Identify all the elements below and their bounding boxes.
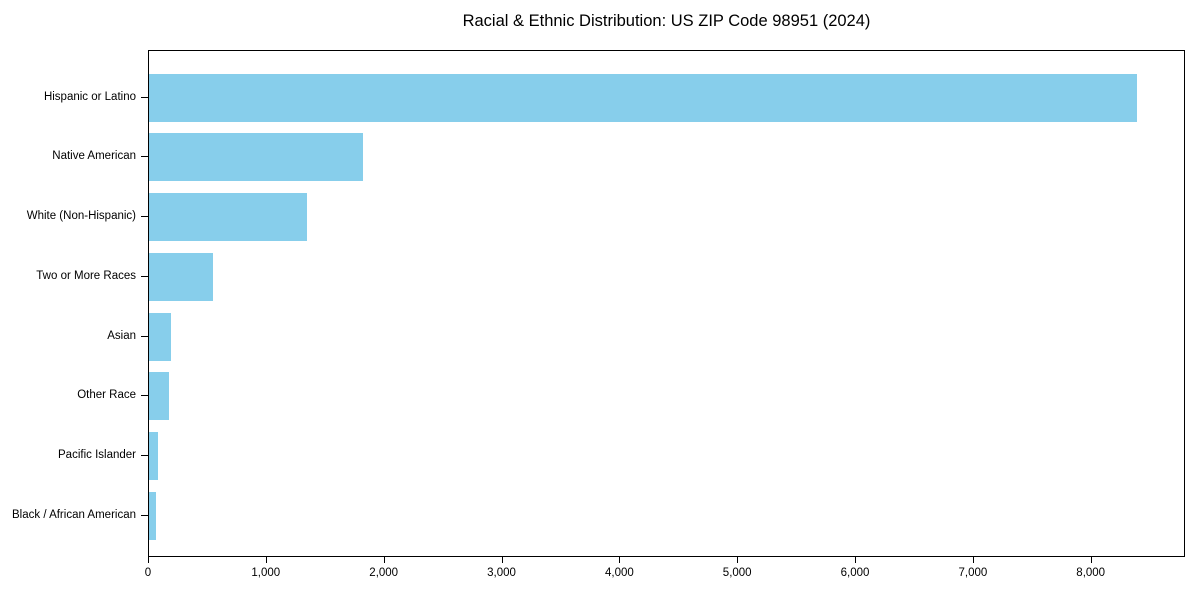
x-tick-label: 7,000	[958, 567, 988, 579]
y-axis-label: Native American	[52, 150, 136, 163]
y-tick-mark	[141, 156, 148, 158]
x-tick-label: 2,000	[369, 567, 399, 579]
x-tick-label: 4,000	[605, 567, 634, 579]
y-axis-label: White (Non-Hispanic)	[26, 210, 136, 222]
y-tick-mark	[141, 455, 148, 456]
y-tick-mark	[141, 395, 148, 397]
x-tick-label: 5,000	[722, 567, 752, 579]
x-tick-mark	[1090, 557, 1092, 563]
y-axis-label: Two or More Races	[36, 269, 136, 282]
x-tick-mark	[619, 557, 621, 563]
x-tick-label: 0	[144, 567, 152, 579]
x-tick-mark	[265, 557, 267, 563]
y-axis-label: Pacific Islander	[58, 449, 136, 461]
bar	[149, 312, 172, 361]
y-tick-mark	[141, 275, 148, 277]
x-tick-mark	[383, 557, 385, 563]
x-tick-mark	[148, 557, 149, 563]
x-tick-mark	[737, 557, 739, 563]
bar	[149, 73, 1137, 122]
bar	[149, 193, 307, 241]
y-axis-label: Asian	[107, 329, 136, 342]
y-axis-label: Black / African American	[12, 508, 136, 521]
y-axis-label: Hispanic or Latino	[43, 90, 136, 103]
y-axis-label: Other Race	[77, 389, 136, 402]
plot-area	[148, 50, 1185, 557]
chart-title: Racial & Ethnic Distribution: US ZIP Cod…	[462, 12, 871, 30]
x-tick-mark	[855, 557, 856, 563]
y-tick-mark	[141, 514, 148, 516]
x-tick-label: 3,000	[487, 567, 516, 579]
bar	[149, 133, 363, 182]
x-tick-label: 8,000	[1076, 567, 1106, 579]
bar	[149, 491, 156, 540]
bar	[149, 432, 159, 480]
x-tick-label: 1,000	[251, 567, 281, 579]
x-tick-mark	[972, 557, 974, 563]
x-tick-mark	[501, 557, 503, 563]
bar	[149, 252, 214, 301]
y-tick-mark	[141, 335, 148, 337]
bar	[149, 372, 169, 421]
y-tick-mark	[141, 96, 148, 98]
y-tick-mark	[141, 216, 148, 217]
x-tick-label: 6,000	[840, 567, 870, 579]
